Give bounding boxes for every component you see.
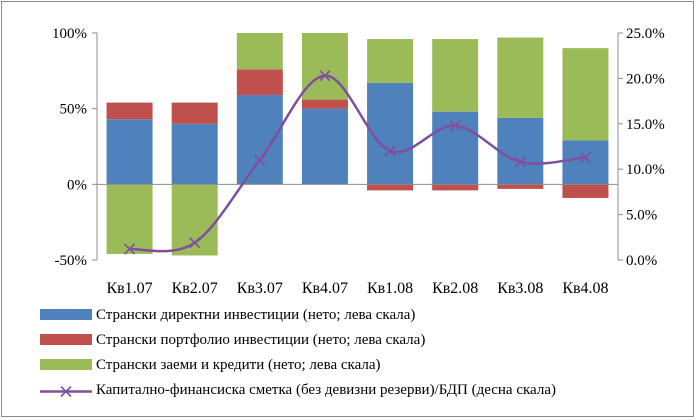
bar-s1-c3 — [301, 99, 348, 109]
bar-s2-c3 — [301, 33, 348, 100]
bar-s0-c2 — [236, 95, 283, 185]
right-tick-label: 20.0% — [626, 71, 665, 87]
right-tick-label: 10.0% — [626, 162, 665, 178]
legend-line-swatch — [40, 384, 92, 398]
left-tick-label: 100% — [52, 26, 87, 42]
line-point-marker — [449, 120, 461, 132]
bar-s2-c7 — [562, 48, 609, 141]
category-label: Кв2.07 — [172, 280, 218, 297]
line-point-marker — [254, 154, 266, 166]
category-label: Кв4.08 — [562, 280, 608, 297]
bar-s0-c5 — [432, 111, 479, 185]
legend-swatch — [40, 309, 92, 320]
left-tick-label: 0% — [67, 177, 87, 193]
bar-s1-c5 — [432, 184, 479, 191]
bar-s2-c0 — [106, 184, 153, 254]
bar-s1-c6 — [497, 184, 544, 189]
bar-s0-c0 — [106, 119, 153, 185]
bar-s2-c6 — [497, 37, 544, 118]
bar-s1-c7 — [562, 184, 609, 198]
bar-s2-c4 — [367, 39, 414, 83]
legend-label: Капитално-финансиска сметка (без девизни… — [96, 382, 556, 398]
left-tick-label: 50% — [60, 102, 88, 118]
line-point-marker — [123, 243, 136, 255]
bar-s0-c4 — [367, 82, 414, 185]
chart-plot-area: -50% 0% 50% 100% 0.0% 5.0% 10.0% 15.0% 20.0% 25.0… — [52, 26, 665, 297]
bar-s0-c7 — [562, 140, 609, 185]
left-tick-label: -50% — [55, 253, 88, 269]
right-tick-label: 5.0% — [626, 208, 657, 224]
right-tick-label: 0.0% — [626, 253, 657, 269]
bar-s0-c1 — [171, 123, 218, 185]
category-label: Кв4.07 — [302, 280, 348, 297]
bar-s2-c2 — [236, 33, 283, 70]
category-label: Кв3.07 — [237, 280, 283, 297]
category-label: Кв1.08 — [367, 280, 413, 297]
bar-s1-c0 — [106, 102, 153, 120]
bar-s1-c1 — [171, 102, 218, 124]
legend-swatch — [40, 359, 92, 370]
category-label: Кв3.08 — [497, 280, 543, 297]
line-point-marker — [189, 237, 201, 249]
bar-s2-c5 — [432, 39, 479, 112]
bar-s2-c1 — [171, 184, 218, 256]
line-point-marker — [579, 151, 592, 163]
line-point-marker — [384, 145, 396, 157]
line-point-marker — [319, 70, 331, 82]
legend-swatch — [40, 334, 92, 345]
line-point-marker — [514, 156, 526, 168]
legend-line-icon — [40, 385, 92, 398]
right-tick-label: 25.0% — [626, 26, 665, 42]
category-label: Кв2.08 — [432, 280, 478, 297]
line-series-path — [129, 74, 586, 253]
bar-s0-c3 — [301, 108, 348, 185]
legend-label: Странски заеми и кредити (нето; лева ска… — [96, 357, 381, 373]
bar-s1-c4 — [367, 184, 414, 191]
right-tick-label: 15.0% — [626, 117, 665, 133]
bar-s1-c2 — [236, 69, 283, 96]
category-label: Кв1.07 — [106, 280, 152, 297]
legend-label: Странски портфолио инвестиции (нето; лев… — [96, 332, 426, 348]
bar-s0-c6 — [497, 117, 544, 185]
legend-label: Странски директни инвестиции (нето; лева… — [96, 307, 416, 323]
